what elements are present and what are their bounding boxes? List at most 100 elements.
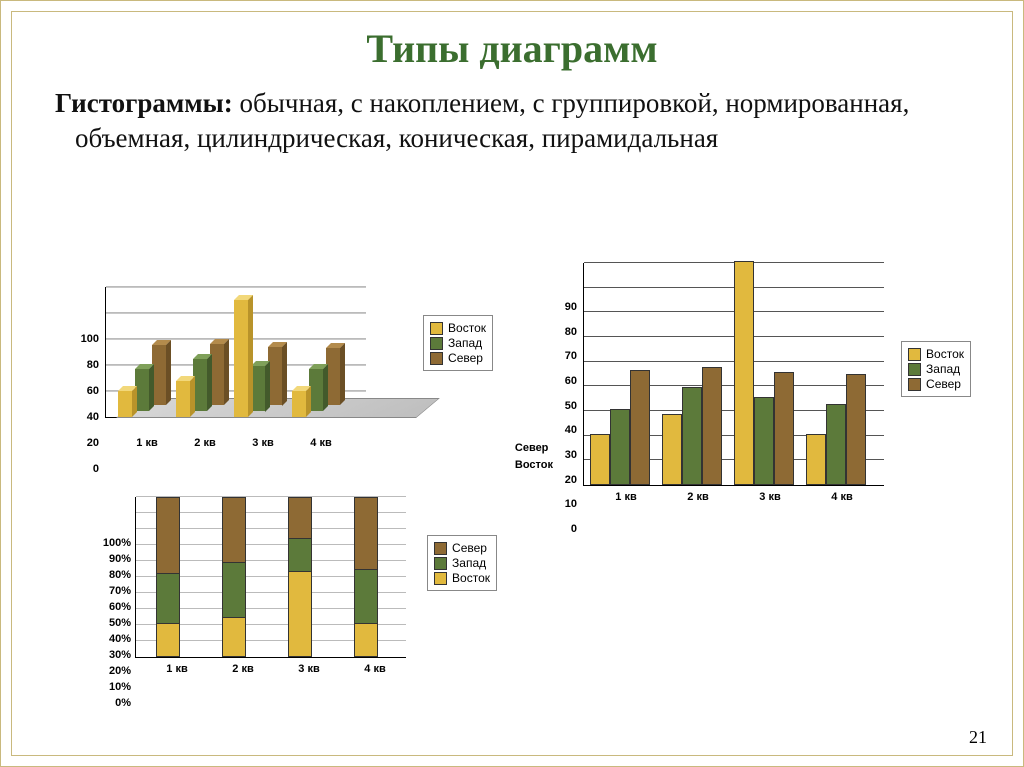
bar-3d bbox=[152, 345, 166, 405]
ytick: 50% bbox=[109, 617, 131, 629]
ytick: 40 bbox=[565, 424, 577, 436]
bar-face bbox=[265, 361, 270, 412]
stack-segment bbox=[156, 574, 180, 624]
chart1-plot: 1 кв2 кв3 кв4 кв bbox=[105, 287, 366, 418]
bar bbox=[662, 414, 682, 485]
legend-swatch bbox=[434, 542, 447, 555]
xlabel: 1 кв bbox=[166, 663, 187, 675]
legend-item: Запад bbox=[908, 362, 964, 376]
chart1-yticks: 020406080100 bbox=[69, 279, 101, 469]
stack-segment bbox=[222, 618, 246, 657]
bar bbox=[734, 261, 754, 485]
bar-face bbox=[323, 364, 328, 411]
chart2-legend: ВостокЗападСевер bbox=[901, 341, 971, 397]
legend-label: Север bbox=[448, 351, 483, 365]
bar-face bbox=[176, 381, 190, 417]
ytick: 0 bbox=[93, 463, 99, 475]
bar bbox=[826, 404, 846, 485]
ytick: 20 bbox=[565, 474, 577, 486]
chart-stacked-100: 0%10%20%30%40%50%60%70%80%90%100% 1 кв2 … bbox=[87, 493, 507, 703]
xlabel: 3 кв bbox=[298, 663, 319, 675]
ytick: 90 bbox=[565, 301, 577, 313]
bar-face bbox=[135, 369, 149, 411]
legend-item: Запад bbox=[434, 556, 490, 570]
bar-face bbox=[118, 391, 132, 417]
legend-label: Север bbox=[452, 541, 487, 555]
bar bbox=[590, 434, 610, 485]
ytick: 60 bbox=[565, 375, 577, 387]
ytick: 0% bbox=[115, 697, 131, 709]
stack-segment bbox=[354, 497, 378, 570]
chart3-legend: СеверЗападВосток bbox=[427, 535, 497, 591]
ytick: 80 bbox=[87, 359, 99, 371]
ytick: 80 bbox=[565, 326, 577, 338]
legend-item: Север bbox=[430, 351, 486, 365]
bar-3d bbox=[292, 391, 306, 417]
legend-item: Запад bbox=[430, 336, 486, 350]
ytick: 40% bbox=[109, 633, 131, 645]
stack-segment bbox=[288, 572, 312, 657]
bar bbox=[610, 409, 630, 485]
bar-face bbox=[132, 386, 137, 417]
legend-swatch bbox=[430, 352, 443, 365]
ytick: 40 bbox=[87, 411, 99, 423]
legend-label: Запад bbox=[448, 336, 482, 350]
legend-label: Север bbox=[926, 377, 961, 391]
bar-3d bbox=[118, 391, 132, 417]
stack-segment bbox=[288, 497, 312, 539]
stack bbox=[222, 497, 246, 657]
ytick: 90% bbox=[109, 553, 131, 565]
bar bbox=[682, 387, 702, 485]
bar-face bbox=[248, 295, 253, 417]
bar-face bbox=[306, 386, 311, 417]
chart-grouped-bars: 0102030405060708090 1 кв2 кв3 кв4 кв Вос… bbox=[547, 261, 967, 529]
legend-label: Восток bbox=[452, 571, 490, 585]
slide: Типы диаграмм Гистограммы: обычная, с на… bbox=[0, 0, 1024, 767]
charts-area: 020406080100 1 кв2 кв3 кв4 кв СеверВосто… bbox=[69, 279, 955, 716]
legend-label: Запад bbox=[452, 556, 486, 570]
xlabel: 2 кв bbox=[687, 491, 708, 503]
bar-face bbox=[190, 376, 195, 417]
legend-swatch bbox=[434, 557, 447, 570]
bar-3d bbox=[268, 347, 282, 406]
bar-face bbox=[326, 348, 340, 405]
legend-swatch bbox=[908, 348, 921, 361]
bar bbox=[774, 372, 794, 485]
xlabel: 2 кв bbox=[194, 437, 215, 449]
bar bbox=[702, 367, 722, 485]
ytick: 20 bbox=[87, 437, 99, 449]
ytick: 100% bbox=[103, 537, 131, 549]
bar-face bbox=[224, 339, 229, 405]
stack-segment bbox=[222, 563, 246, 618]
legend-swatch bbox=[434, 572, 447, 585]
legend-item: Восток bbox=[908, 347, 964, 361]
ytick: 0 bbox=[571, 523, 577, 535]
bar-3d bbox=[251, 366, 265, 412]
bar-3d bbox=[135, 369, 149, 411]
ytick: 10% bbox=[109, 681, 131, 693]
bar-3d bbox=[326, 348, 340, 405]
chart3-yticks: 0%10%20%30%40%50%60%70%80%90%100% bbox=[87, 493, 133, 703]
bar bbox=[754, 397, 774, 485]
ytick: 10 bbox=[565, 498, 577, 510]
stack-segment bbox=[156, 624, 180, 657]
xlabel: 3 кв bbox=[759, 491, 780, 503]
stack-segment bbox=[354, 624, 378, 657]
ytick: 100 bbox=[81, 333, 99, 345]
stack-segment bbox=[354, 570, 378, 623]
xlabel: 4 кв bbox=[310, 437, 331, 449]
legend-item: Север bbox=[434, 541, 490, 555]
bar-face bbox=[282, 342, 287, 406]
ytick: 20% bbox=[109, 665, 131, 677]
legend-swatch bbox=[908, 378, 921, 391]
bar bbox=[806, 434, 826, 485]
bar-3d bbox=[309, 369, 323, 411]
legend-swatch bbox=[430, 322, 443, 335]
legend-item: Восток bbox=[434, 571, 490, 585]
stack-segment bbox=[156, 497, 180, 574]
chart-3d-bars: 020406080100 1 кв2 кв3 кв4 кв СеверВосто… bbox=[69, 279, 489, 469]
bar-3d bbox=[234, 300, 248, 417]
page-number: 21 bbox=[969, 727, 987, 748]
ytick: 60 bbox=[87, 385, 99, 397]
xlabel: 3 кв bbox=[252, 437, 273, 449]
